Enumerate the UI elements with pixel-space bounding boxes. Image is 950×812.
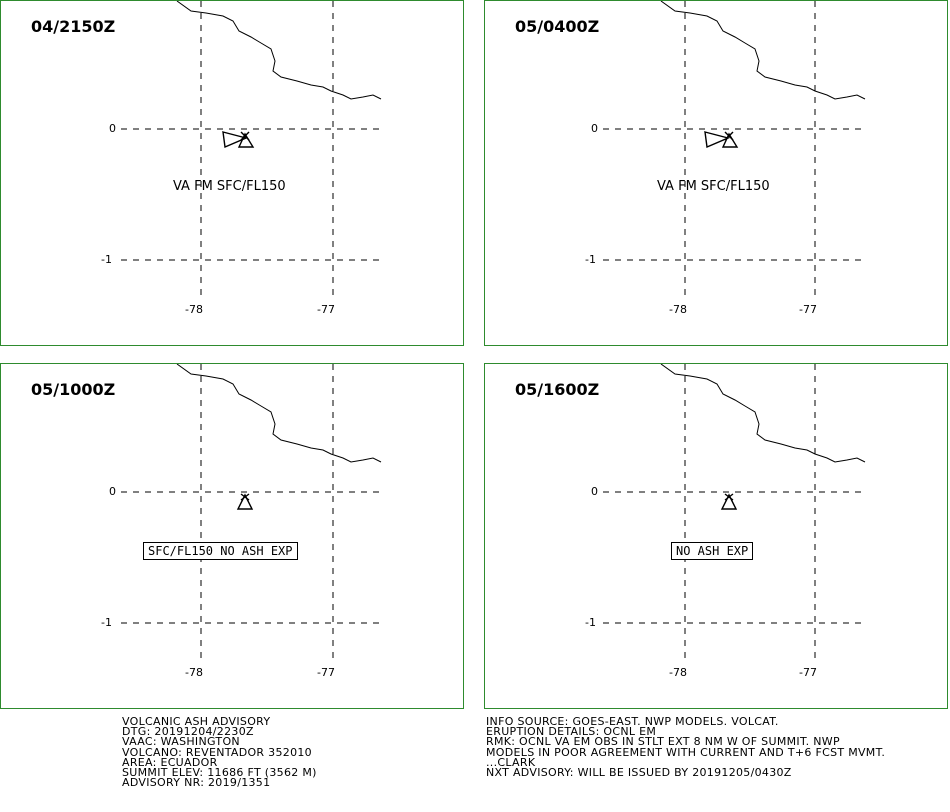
map-graticule-1 xyxy=(121,1,385,301)
volcano-icon xyxy=(236,493,254,510)
advisory-eruption-details: ERUPTION DETAILS: OCNL EM xyxy=(486,725,657,739)
advisory-dtg: DTG: 20191204/2230Z xyxy=(122,725,254,739)
ash-plume-icon xyxy=(704,131,739,149)
forecast-panel-4: 05/1600Z 0 -1 -78 -77 NO ASH EXP xyxy=(484,363,948,709)
ash-area-boxed-label: SFC/FL150 NO ASH EXP xyxy=(143,542,298,560)
map-graticule-3 xyxy=(121,364,385,664)
lat-label-minus1: -1 xyxy=(101,253,112,266)
lon-label-minus77: -77 xyxy=(799,666,817,679)
ash-area-label: VA FM SFC/FL150 xyxy=(173,179,286,194)
lon-label-minus78: -78 xyxy=(185,303,203,316)
advisory-remark-line2: MODELS IN POOR AGREEMENT WITH CURRENT AN… xyxy=(486,745,886,759)
forecast-panel-2: 05/0400Z 0 -1 -78 -77 VA FM SFC/FL150 xyxy=(484,0,948,346)
coastline xyxy=(176,364,382,463)
forecast-panel-3: 05/1000Z 0 -1 -78 -77 SFC/FL150 NO ASH E… xyxy=(0,363,464,709)
advisory-remark-line1: RMK: OCNL VA EM OBS IN STLT EXT 8 NM W O… xyxy=(486,735,840,749)
panel-time-label: 05/1000Z xyxy=(31,380,116,399)
lat-label-minus1: -1 xyxy=(101,616,112,629)
volcano-icon xyxy=(720,493,738,510)
forecast-panel-1: 04/2150Z 0 -1 -78 -77 VA FM SFC/FL150 xyxy=(0,0,464,346)
lat-label-0: 0 xyxy=(109,122,116,135)
lon-label-minus77: -77 xyxy=(317,666,335,679)
lon-label-minus77: -77 xyxy=(317,303,335,316)
lat-label-0: 0 xyxy=(591,485,598,498)
map-graticule-2 xyxy=(603,1,866,301)
advisory-area: AREA: ECUADOR xyxy=(122,755,218,769)
coastline xyxy=(176,1,382,100)
advisory-number: ADVISORY NR: 2019/1351 xyxy=(122,776,271,790)
advisory-forecaster: ...CLARK xyxy=(486,755,536,769)
lat-label-0: 0 xyxy=(591,122,598,135)
panel-time-label: 05/0400Z xyxy=(515,17,600,36)
panel-time-label: 04/2150Z xyxy=(31,17,116,36)
advisory-vaac: VAAC: WASHINGTON xyxy=(122,735,240,749)
advisory-header-block: VOLCANIC ASH ADVISORY DTG: 20191204/2230… xyxy=(122,715,317,790)
panel-time-label: 05/1600Z xyxy=(515,380,600,399)
advisory-details-block: INFO SOURCE: GOES-EAST. NWP MODELS. VOLC… xyxy=(486,715,886,780)
lat-label-0: 0 xyxy=(109,485,116,498)
lon-label-minus78: -78 xyxy=(669,303,687,316)
map-graticule-4 xyxy=(603,364,866,664)
ash-area-label: VA FM SFC/FL150 xyxy=(657,179,770,194)
ash-area-boxed-label: NO ASH EXP xyxy=(671,542,754,560)
advisory-summit-elev: SUMMIT ELEV: 11686 FT (3562 M) xyxy=(122,766,317,780)
lon-label-minus77: -77 xyxy=(799,303,817,316)
advisory-volcano: VOLCANO: REVENTADOR 352010 xyxy=(122,745,312,759)
advisory-next: NXT ADVISORY: WILL BE ISSUED BY 20191205… xyxy=(486,766,792,780)
coastline xyxy=(660,1,866,100)
advisory-title: VOLCANIC ASH ADVISORY xyxy=(122,715,271,728)
lat-label-minus1: -1 xyxy=(585,253,596,266)
lon-label-minus78: -78 xyxy=(185,666,203,679)
ash-plume-icon xyxy=(222,131,255,149)
coastline xyxy=(660,364,866,463)
lat-label-minus1: -1 xyxy=(585,616,596,629)
lon-label-minus78: -78 xyxy=(669,666,687,679)
advisory-info-source: INFO SOURCE: GOES-EAST. NWP MODELS. VOLC… xyxy=(486,715,779,728)
